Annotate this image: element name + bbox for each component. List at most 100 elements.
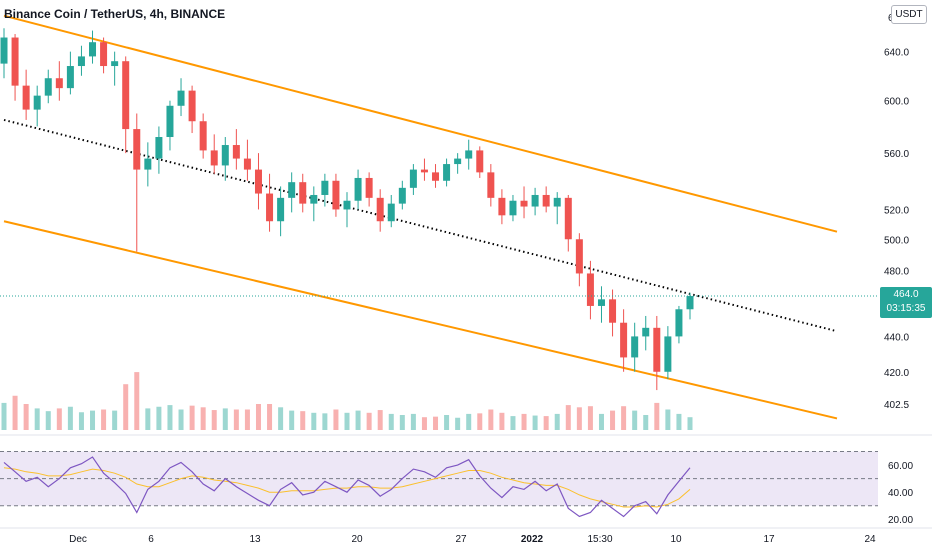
candle-body bbox=[354, 177, 362, 201]
candle-body bbox=[122, 61, 130, 130]
volume-bar bbox=[134, 372, 140, 430]
last-price-value: 464.0 bbox=[893, 289, 919, 300]
volume-bar bbox=[112, 410, 118, 430]
candle-body bbox=[498, 197, 506, 216]
candle-body bbox=[476, 150, 484, 173]
candle-body bbox=[487, 172, 495, 198]
candle-body bbox=[686, 296, 694, 310]
candle-body bbox=[22, 85, 30, 110]
candle-body bbox=[243, 158, 251, 170]
candle-body bbox=[321, 180, 329, 195]
candle-body bbox=[277, 197, 285, 222]
candle-body bbox=[11, 37, 19, 86]
volume-bar bbox=[123, 384, 129, 430]
volume-bar bbox=[178, 409, 184, 430]
price-tick-label: 420.0 bbox=[884, 368, 909, 379]
volume-bar bbox=[90, 410, 96, 430]
candle-body bbox=[166, 105, 174, 138]
volume-bar bbox=[421, 417, 427, 430]
volume-bar bbox=[267, 404, 273, 430]
volume-bar bbox=[355, 410, 361, 430]
time-tick-label: 27 bbox=[455, 534, 467, 545]
price-tick-label: 440.0 bbox=[884, 332, 909, 343]
price-tick-label: 520.0 bbox=[884, 205, 909, 216]
time-tick-label: 17 bbox=[763, 534, 775, 545]
volume-bar bbox=[45, 411, 51, 430]
volume-bar bbox=[488, 409, 494, 430]
candle-body bbox=[542, 194, 550, 207]
volume-bar bbox=[101, 409, 107, 430]
volume-bar bbox=[621, 406, 627, 430]
volume-bar bbox=[1, 402, 7, 430]
volume-bar bbox=[499, 412, 505, 430]
candle-body bbox=[66, 66, 74, 89]
volume-bar bbox=[532, 415, 538, 430]
candle-body bbox=[443, 164, 451, 181]
candle-body bbox=[454, 158, 462, 165]
candle-body bbox=[432, 172, 440, 181]
candle-body bbox=[620, 322, 628, 358]
volume-bar bbox=[244, 409, 250, 430]
candle-body bbox=[465, 150, 473, 159]
volume-bar bbox=[56, 408, 62, 430]
rsi-tick-label: 60.00 bbox=[888, 461, 913, 472]
candle-body bbox=[77, 56, 85, 67]
candle-body bbox=[0, 37, 8, 64]
volume-bar bbox=[333, 409, 339, 430]
candle-body bbox=[564, 197, 572, 240]
candle-body bbox=[409, 169, 417, 188]
candle-body bbox=[133, 129, 141, 170]
candle-body bbox=[653, 327, 661, 372]
volume-bar bbox=[510, 416, 516, 430]
candle-body bbox=[553, 197, 561, 207]
candle-body bbox=[254, 169, 262, 194]
volume-bar bbox=[565, 405, 571, 430]
time-tick-label: 24 bbox=[864, 534, 876, 545]
volume-bar bbox=[211, 410, 217, 430]
candle-body bbox=[232, 145, 240, 159]
volume-bar bbox=[233, 409, 239, 430]
volume-bar bbox=[289, 410, 295, 430]
volume-bar bbox=[455, 417, 461, 430]
candle-body bbox=[520, 200, 528, 207]
rsi-ma-line bbox=[3, 467, 691, 508]
chart-title: Binance Coin / TetherUS, 4h, BINANCE bbox=[4, 7, 226, 21]
price-tick-label: 640.0 bbox=[884, 48, 909, 59]
candle-body bbox=[387, 203, 395, 222]
volume-bar bbox=[477, 413, 483, 430]
candle-body bbox=[376, 197, 384, 222]
volume-bar bbox=[222, 408, 228, 430]
volume-bar bbox=[521, 413, 527, 430]
volume-bar bbox=[23, 404, 29, 430]
volume-bar bbox=[632, 410, 638, 430]
volume-bar bbox=[145, 408, 151, 430]
candle-body bbox=[664, 336, 672, 372]
rsi-tick-label: 40.00 bbox=[888, 488, 913, 499]
candle-body bbox=[642, 327, 650, 337]
candle-body bbox=[199, 121, 207, 151]
trend-midline bbox=[3, 118, 838, 333]
candle-body bbox=[100, 42, 108, 67]
volume-bar bbox=[278, 407, 284, 430]
price-tick-label: 600.0 bbox=[884, 97, 909, 108]
volume-bar bbox=[410, 413, 416, 430]
candle-body bbox=[44, 78, 52, 96]
volume-bar bbox=[167, 405, 173, 430]
volume-bar bbox=[466, 413, 472, 430]
volume-bar bbox=[78, 412, 84, 430]
price-tick-label: 402.5 bbox=[884, 400, 909, 411]
candle-body bbox=[188, 90, 196, 122]
candle-body bbox=[310, 194, 318, 204]
candle-body bbox=[221, 145, 229, 166]
price-tick-label: 500.0 bbox=[884, 235, 909, 246]
volume-bar bbox=[399, 415, 405, 430]
volume-bar bbox=[255, 404, 261, 430]
candle-body bbox=[597, 299, 605, 306]
candle-body bbox=[343, 200, 351, 210]
candle-body bbox=[89, 42, 97, 57]
time-tick-label: 20 bbox=[351, 534, 363, 545]
candle-body bbox=[111, 61, 119, 67]
currency-button[interactable]: USDT bbox=[891, 5, 927, 24]
time-tick-label: 10 bbox=[670, 534, 682, 545]
